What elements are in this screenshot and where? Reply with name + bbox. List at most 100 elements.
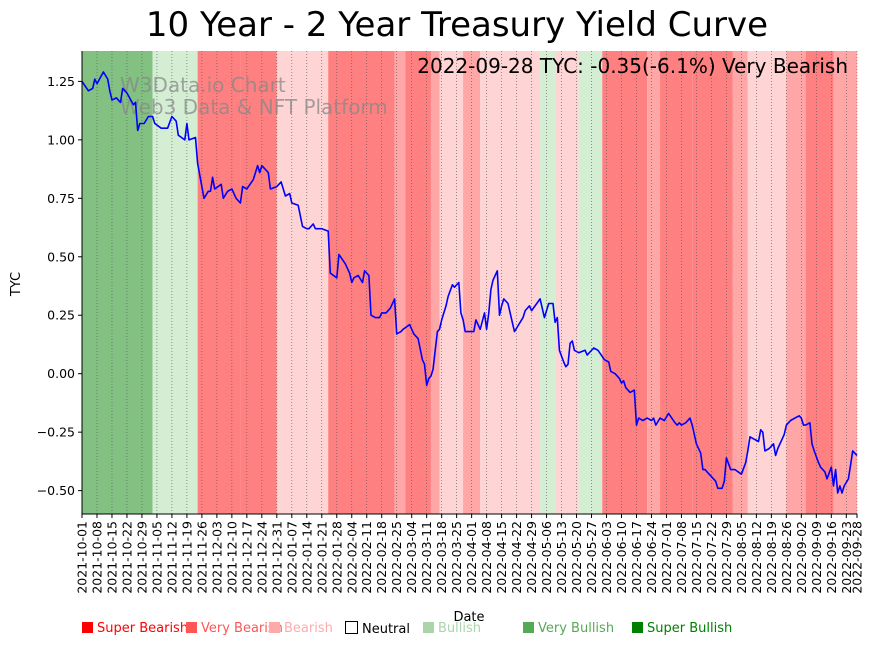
x-tick-label: 2022-07-29 [719, 521, 734, 594]
x-tick-label: 2021-11-05 [149, 521, 164, 594]
x-tick-label: 2022-01-07 [284, 521, 299, 594]
x-tick-label: 2022-05-20 [569, 521, 584, 594]
regime-band [240, 51, 277, 514]
x-tick-label: 2022-06-24 [644, 521, 659, 594]
x-tick-label: 2022-04-22 [509, 521, 524, 594]
legend-swatch [269, 622, 280, 633]
legend-swatch [82, 622, 93, 633]
x-tick-label: 2021-12-10 [224, 521, 239, 594]
x-tick-label: 2022-03-11 [419, 521, 434, 594]
y-tick-label: 0.50 [47, 249, 75, 264]
regime-band [197, 51, 241, 514]
regime-band [430, 51, 440, 514]
x-tick-label: 2022-09-16 [824, 521, 839, 594]
legend-swatch [345, 621, 358, 634]
series-group [81, 71, 858, 494]
x-tick-label: 2022-07-01 [659, 521, 674, 594]
x-tick-label: 2022-02-11 [359, 521, 374, 594]
legend-label: Super Bearish [97, 621, 189, 636]
x-tick-label: 2022-09-09 [809, 521, 824, 594]
x-tick-label: 2021-12-24 [254, 521, 269, 594]
x-tick-label: 2022-06-10 [614, 521, 629, 594]
x-tick-label: 2022-03-04 [404, 521, 419, 594]
regime-band [833, 51, 857, 514]
legend-item: Super Bullish [632, 621, 732, 636]
x-tick-label: 2022-09-28 [850, 521, 865, 594]
x-tick-label: 2022-02-04 [344, 521, 359, 594]
x-tick-label: 2021-12-17 [239, 521, 254, 594]
x-tick-label: 2021-10-15 [105, 521, 120, 594]
x-tick-label: 2022-05-27 [584, 521, 599, 594]
regime-band [578, 51, 603, 514]
regime-band [328, 51, 395, 514]
regime-band [540, 51, 556, 514]
y-tick-label: 0.00 [47, 366, 75, 381]
latest-value-annotation: 2022-09-28 TYC: -0.35(-6.1%) Very Bearis… [417, 54, 848, 78]
regime-band [439, 51, 464, 514]
x-tick-label: 2022-08-19 [764, 521, 779, 594]
x-tick-label: 2022-06-03 [599, 521, 614, 594]
regime-band [405, 51, 431, 514]
legend-label: Neutral [362, 622, 410, 637]
regime-band [732, 51, 748, 514]
legend-swatch [186, 622, 197, 633]
y-tick-label: −0.50 [37, 483, 75, 498]
x-tick-label: 2021-11-26 [194, 521, 209, 594]
x-tick-label: 2022-09-23 [839, 521, 854, 594]
legend-swatch [523, 622, 534, 633]
legend-label: Bullish [438, 621, 482, 636]
watermark-line-2: Web3 Data & NFT Platform [120, 95, 388, 119]
legend-label: Bearish [284, 621, 333, 636]
regime-band [602, 51, 648, 514]
legend-item: Very Bearish [186, 621, 283, 636]
legend-label: Very Bearish [201, 621, 283, 636]
x-tick-label: 2022-08-26 [779, 521, 794, 594]
watermark: W3Data.io Chart Web3 Data & NFT Platform [120, 73, 388, 119]
y-tick-label: 0.25 [47, 308, 75, 323]
x-tick-label: 2022-05-13 [554, 521, 569, 594]
regime-band [82, 51, 153, 514]
x-tick-label: 2021-12-03 [209, 521, 224, 594]
background-bands [82, 51, 857, 514]
x-tick-label: 2022-07-15 [689, 521, 704, 594]
legend-item: Bullish [423, 621, 481, 636]
regime-band [480, 51, 541, 514]
regime-band [647, 51, 661, 514]
legend-swatch [632, 622, 643, 633]
x-tick-label: 2022-08-12 [749, 521, 764, 594]
x-tick-label: 2022-02-25 [389, 521, 404, 594]
regime-band [805, 51, 834, 514]
x-tick-label: 2022-02-18 [374, 521, 389, 594]
y-axis-ticks: −0.50 −0.25 0.00 0.25 0.50 0.75 1.00 1.25 [37, 74, 82, 498]
legend-swatch [423, 622, 434, 633]
y-axis-label: TYC [9, 272, 24, 297]
x-tick-label: 2022-04-29 [524, 521, 539, 594]
x-tick-label: 2022-01-21 [314, 521, 329, 594]
legend-label: Super Bullish [647, 621, 733, 636]
x-tick-label: 2022-04-15 [494, 521, 509, 594]
regime-band [291, 51, 329, 514]
x-tick-label: 2022-05-06 [539, 521, 554, 594]
x-tick-label: 2021-10-29 [134, 521, 149, 594]
x-tick-label: 2021-10-22 [120, 521, 135, 594]
y-tick-label: 1.25 [47, 74, 75, 89]
x-tick-label: 2021-10-08 [90, 521, 105, 594]
axes [81, 51, 857, 515]
y-tick-label: −0.25 [37, 425, 75, 440]
x-tick-label: 2022-04-01 [464, 521, 479, 594]
legend: Super Bearish Very Bearish Bearish Neutral B… [82, 621, 862, 641]
y-tick-label: 0.75 [47, 191, 75, 206]
x-axis-label: Date [453, 610, 484, 625]
x-tick-label: 2022-01-28 [329, 521, 344, 594]
x-axis-ticks: 2021-10-01 2021-10-08 2021-10-15 2021-10-22… [75, 514, 865, 594]
y-tick-label: 1.00 [47, 132, 75, 147]
x-tick-label: 2021-12-31 [269, 521, 284, 594]
x-tick-label: 2022-06-17 [629, 521, 644, 594]
x-tick-label: 2022-07-22 [704, 521, 719, 594]
x-gridlines [81, 51, 858, 514]
regime-band [555, 51, 579, 514]
legend-item: Super Bearish [82, 621, 188, 636]
x-tick-label: 2022-07-08 [674, 521, 689, 594]
regime-band [692, 51, 733, 514]
regime-band [394, 51, 406, 514]
